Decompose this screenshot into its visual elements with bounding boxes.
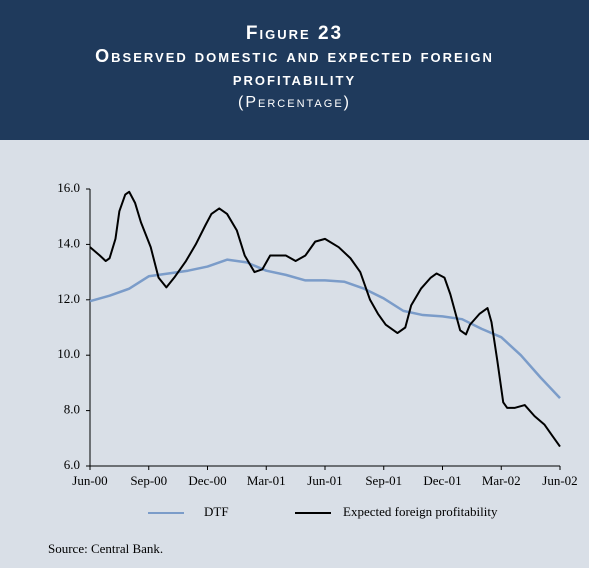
y-tick-label: 16.0 (57, 180, 80, 195)
y-tick-label: 14.0 (57, 235, 80, 250)
figure-number: Figure 23 (245, 23, 344, 44)
y-tick-label: 6.0 (64, 457, 80, 472)
x-tick-label: Mar-02 (482, 473, 521, 488)
x-tick-label: Sep-00 (130, 473, 167, 488)
legend-label: DTF (204, 504, 229, 519)
chart-subtitle: (Percentage) (238, 94, 351, 111)
chart-title: Observed domestic and expected foreign p… (95, 46, 494, 89)
y-tick-label: 10.0 (57, 346, 80, 361)
y-tick-label: 8.0 (64, 402, 80, 417)
x-tick-label: Dec-00 (188, 473, 226, 488)
series-line (89, 190, 561, 448)
header: Figure 23 Observed domestic and expected… (0, 0, 589, 140)
x-tick-label: Sep-01 (365, 473, 402, 488)
x-tick-label: Jun-02 (542, 473, 577, 488)
x-tick-label: Mar-01 (247, 473, 286, 488)
series-line (89, 258, 561, 399)
y-tick-label: 12.0 (57, 291, 80, 306)
chart: Source: Central Bank. 6.0 8.0 10.0 12.0 14.0… (48, 180, 578, 556)
x-tick-label: Jun-01 (307, 473, 342, 488)
source-note: Source: Central Bank. (48, 541, 163, 556)
legend-label: Expected foreign profitability (343, 504, 498, 519)
x-tick-label: Dec-01 (423, 473, 461, 488)
x-tick-label: Jun-00 (72, 473, 107, 488)
